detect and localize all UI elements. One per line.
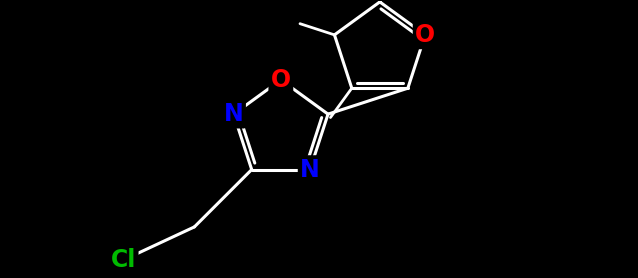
Text: O: O (415, 23, 435, 47)
Text: Cl: Cl (111, 248, 136, 272)
Text: O: O (271, 68, 291, 92)
Text: N: N (300, 158, 320, 182)
Text: N: N (224, 102, 244, 126)
